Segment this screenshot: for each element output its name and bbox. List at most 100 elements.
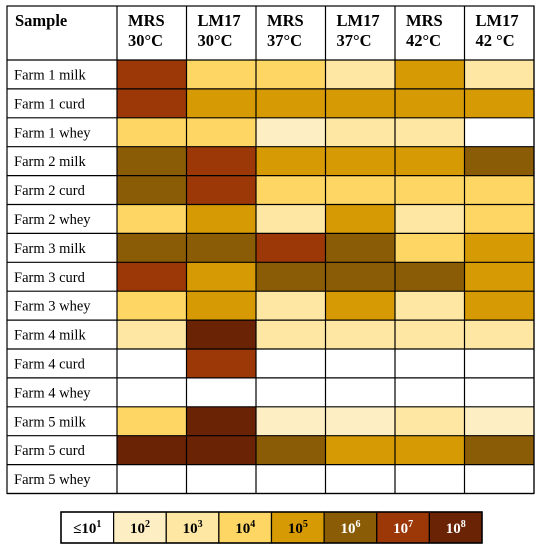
row-label: Farm 2 milk [14, 154, 86, 170]
heatmap-cell [256, 262, 326, 292]
heatmap-cell [395, 349, 465, 378]
legend-label: 104 [235, 519, 255, 537]
heatmap-cell [395, 117, 465, 147]
row-label: Farm 2 whey [14, 212, 91, 228]
heatmap-cell [256, 175, 326, 205]
legend-label-exponent: 3 [198, 519, 203, 530]
heatmap-cell [186, 262, 256, 292]
heatmap-cell [186, 406, 256, 436]
row-label: Farm 1 whey [14, 125, 91, 141]
column-header: LM17 30°C [198, 11, 241, 50]
heatmap-cell [186, 175, 256, 205]
heatmap-cell [186, 146, 256, 176]
heatmap-cell [117, 233, 187, 263]
heatmap-cell [117, 262, 187, 292]
legend-label-base: 10 [393, 521, 408, 537]
heatmap-cell [256, 146, 326, 176]
heatmap-cell [464, 262, 534, 292]
legend-label-exponent: 8 [461, 519, 466, 530]
column-header-temperature: 37°C [337, 31, 372, 50]
heatmap-cell [464, 60, 534, 89]
row-label: Farm 1 milk [14, 67, 86, 83]
heatmap-cell [325, 233, 395, 263]
heatmap-cell [325, 262, 395, 292]
heatmap-cell [464, 464, 534, 494]
column-header: MRS 37°C [267, 11, 304, 50]
heatmap-cell [464, 406, 534, 436]
heatmap-cell [325, 146, 395, 176]
heatmap-cell [325, 204, 395, 234]
heatmap-cell [117, 175, 187, 205]
heatmap-cell [464, 146, 534, 176]
heatmap-cell [464, 435, 534, 465]
heatmap-cell [395, 377, 465, 407]
column-header: MRS 42°C [406, 11, 443, 50]
heatmap-cell [117, 204, 187, 234]
legend-label: 103 [183, 519, 203, 537]
heatmap-cell [325, 464, 395, 494]
heatmap-cell [117, 464, 187, 494]
table-grid [6, 5, 535, 495]
heatmap-cell [464, 117, 534, 147]
heatmap-cell [464, 377, 534, 407]
heatmap-cell [395, 435, 465, 465]
column-header-temperature: 30°C [198, 31, 233, 50]
heatmap-cell [325, 320, 395, 349]
heatmap-cell [256, 291, 326, 321]
heatmap-cell [117, 88, 187, 118]
legend-label-base: 10 [446, 521, 461, 537]
legend-label: 108 [446, 519, 466, 537]
heatmap-cell [464, 233, 534, 263]
heatmap-cell [117, 320, 187, 349]
legend: ≤101 102 103 104 105 106 107 108 [60, 511, 483, 544]
heatmap-cell [256, 204, 326, 234]
legend-label: ≤101 [73, 519, 101, 537]
heatmap-cell [325, 291, 395, 321]
column-header-temperature: 42 °C [476, 31, 515, 50]
legend-label: 107 [393, 519, 413, 537]
heatmap-cell [256, 435, 326, 465]
heatmap-cell [117, 117, 187, 147]
heatmap-cell [325, 88, 395, 118]
heatmap-cell [186, 349, 256, 378]
heatmap-cell [256, 406, 326, 436]
column-header-medium: MRS [406, 11, 443, 30]
row-label: Farm 5 whey [14, 472, 91, 488]
heatmap-cell [256, 464, 326, 494]
legend-swatch [60, 511, 115, 544]
heatmap-cell [117, 406, 187, 436]
heatmap-cell [117, 435, 187, 465]
heatmap-cell [464, 175, 534, 205]
heatmap-cell [395, 146, 465, 176]
heatmap-cell [256, 377, 326, 407]
legend-border [60, 511, 483, 544]
column-header-medium: LM17 [198, 11, 241, 30]
heatmap-cell [395, 262, 465, 292]
heatmap-cell [464, 204, 534, 234]
column-header-temperature: 37°C [267, 31, 302, 50]
column-header-medium: LM17 [337, 11, 380, 30]
heatmap-cell [256, 88, 326, 118]
heatmap-cell [395, 204, 465, 234]
column-header: LM17 37°C [337, 11, 380, 50]
legend-label-exponent: 5 [303, 519, 308, 530]
column-header: LM17 42 °C [476, 11, 519, 50]
legend-label-base: 10 [288, 521, 303, 537]
heatmap-cell [186, 464, 256, 494]
heatmap-cell [256, 233, 326, 263]
heatmap-cell [464, 320, 534, 349]
column-header-medium: MRS [267, 11, 304, 30]
heatmap-cell [325, 406, 395, 436]
row-label: Farm 4 milk [14, 328, 86, 344]
heatmap-cell [395, 88, 465, 118]
column-header-temperature: 42°C [406, 31, 441, 50]
legend-label: 106 [340, 519, 360, 537]
legend-label-exponent: 7 [408, 519, 413, 530]
legend-label-exponent: 1 [96, 519, 101, 530]
heatmap-cell [325, 349, 395, 378]
column-header-temperature: 30°C [128, 31, 163, 50]
legend-label-exponent: 2 [145, 519, 150, 530]
heatmap-cell [325, 60, 395, 89]
legend-swatch [376, 511, 430, 544]
